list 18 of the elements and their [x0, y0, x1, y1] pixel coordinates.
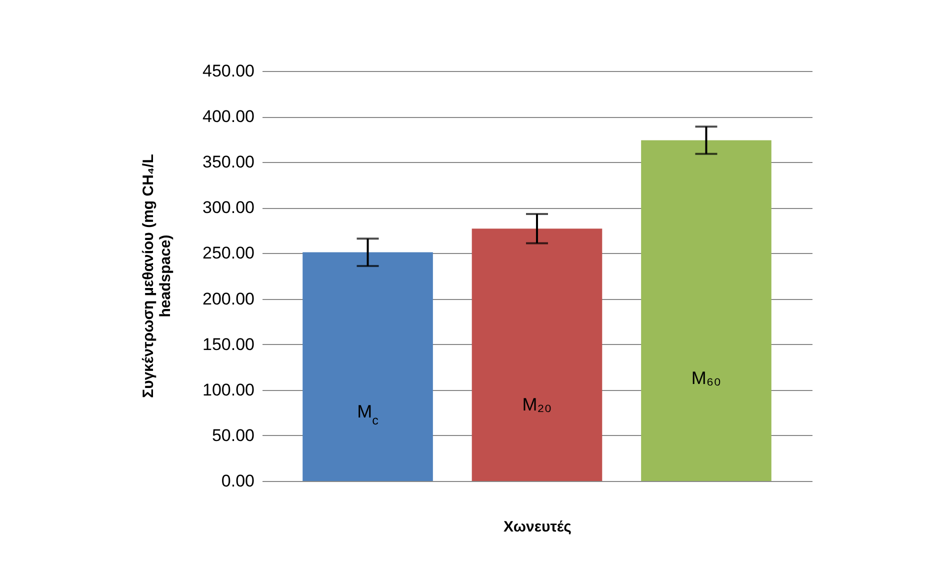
y-tick-label: 300.00: [202, 198, 254, 218]
bar: [302, 252, 433, 481]
y-tick-label: 400.00: [202, 107, 254, 126]
y-tick-label: 450.00: [202, 62, 254, 80]
y-tick-label: 350.00: [202, 152, 254, 172]
y-tick-label: 150.00: [202, 334, 254, 354]
y-tick-label: 0.00: [221, 472, 254, 490]
y-tick-label: 200.00: [202, 289, 254, 308]
x-tick-label: M$_{c}$: [357, 401, 378, 428]
x-tick-label: M₂₀: [522, 394, 552, 414]
y-tick-label: 100.00: [202, 380, 254, 400]
y-axis-title: Συγκέντρωση μεθανίου (mg CH₄/L headspace): [140, 153, 175, 400]
y-tick-label: 50.00: [212, 426, 254, 445]
y-tick-label: 250.00: [202, 244, 254, 263]
bar: [472, 228, 602, 481]
bar: [641, 140, 772, 481]
x-tick-label: M₆₀: [691, 368, 722, 388]
x-axis-title: Χωνευτές: [504, 518, 572, 536]
